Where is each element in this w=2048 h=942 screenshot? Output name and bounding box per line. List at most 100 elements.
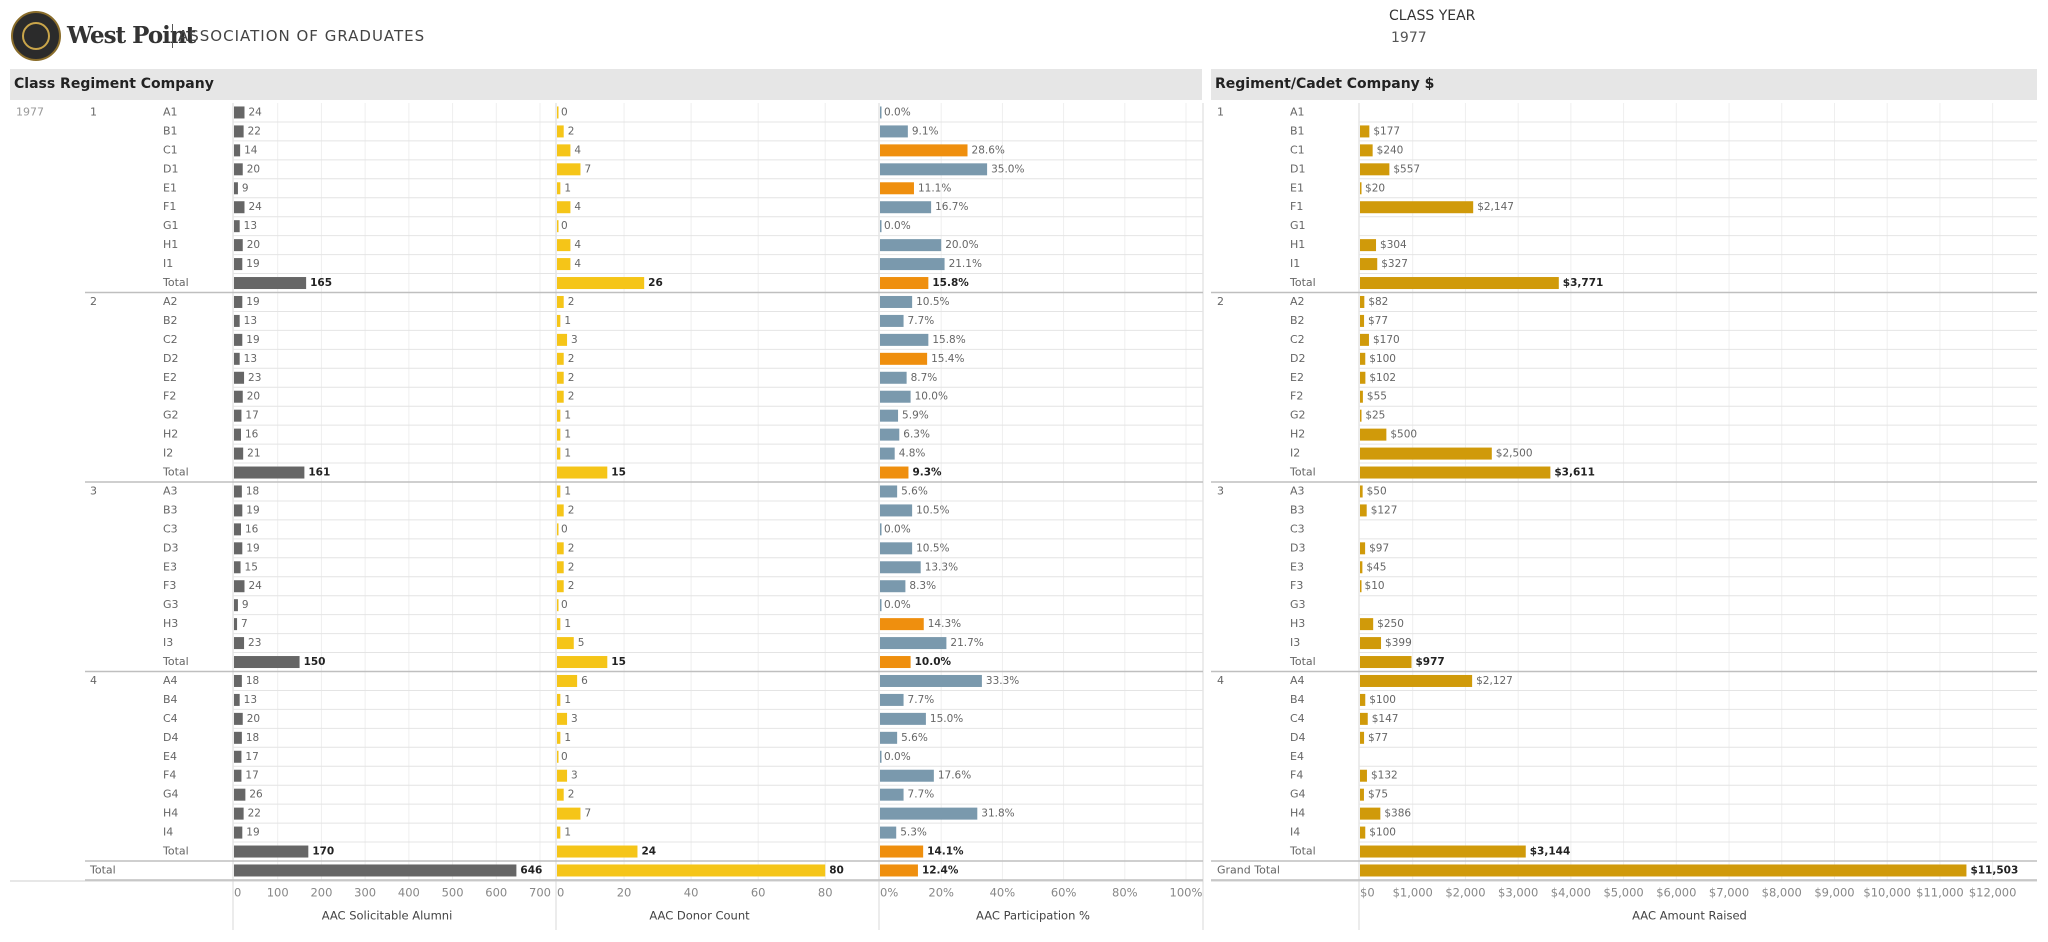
solicitable-label: 17 (245, 770, 258, 782)
company-label: F3 (163, 579, 176, 592)
solicitable-bar (234, 258, 243, 271)
solicitable-label: 15 (245, 561, 258, 573)
donor-tick-label: 40 (684, 886, 699, 900)
donor-bar (557, 637, 574, 650)
amount-bar (1360, 674, 1473, 687)
solicitable-bar (234, 314, 240, 327)
company-label: D3 (163, 541, 178, 554)
participation-label: 5.6% (901, 485, 928, 497)
amount-bar (1360, 428, 1387, 441)
donor-label: 0 (561, 751, 568, 763)
company-label: A3 (1290, 484, 1305, 497)
solicitable-label: 165 (310, 277, 332, 289)
participation-bar (880, 618, 924, 631)
participation-label: 13.3% (925, 561, 958, 573)
solicitable-bar (234, 485, 242, 498)
participation-label: 15.8% (932, 334, 965, 346)
regiment-label: 1 (90, 105, 97, 118)
amount-bar (1360, 239, 1377, 252)
company-label: C2 (1290, 333, 1305, 346)
company-label: B2 (1290, 314, 1305, 327)
company-label: B4 (163, 693, 178, 706)
donor-label: 0 (561, 523, 568, 535)
amount-bar (1360, 864, 1967, 877)
donor-bar (557, 466, 608, 479)
participation-bar (880, 580, 906, 593)
donor-bar (557, 485, 561, 498)
amount-bar (1360, 352, 1366, 365)
regiment-label: 3 (1217, 484, 1224, 497)
company-label: D4 (1290, 731, 1305, 744)
amount-label: $170 (1373, 334, 1400, 346)
amount-tick-label: $1,000 (1393, 886, 1433, 900)
donor-bar (557, 712, 568, 725)
solicitable-bar (234, 201, 245, 214)
amount-bar (1360, 542, 1366, 555)
solicitable-label: 20 (247, 713, 260, 725)
company-label: A1 (163, 105, 178, 118)
participation-label: 5.6% (901, 732, 928, 744)
company-label: A3 (163, 484, 178, 497)
logo-title: West Point (67, 22, 196, 49)
participation-bar (880, 409, 899, 422)
amount-label: $132 (1371, 770, 1398, 782)
company-label: C4 (1290, 712, 1305, 725)
donor-label: 15 (611, 467, 626, 479)
solicitable-label: 19 (246, 827, 259, 839)
donor-bar (557, 750, 559, 763)
logo-subtitle: ASSOCIATION OF GRADUATES (178, 27, 426, 45)
participation-label: 11.1% (918, 182, 951, 194)
page-header: West Point ASSOCIATION OF GRADUATES CLAS… (0, 0, 2048, 68)
company-label: C1 (163, 143, 178, 156)
participation-bar (880, 314, 904, 327)
participation-bar (880, 504, 913, 517)
amount-label: $100 (1369, 353, 1396, 365)
solicitable-bar (234, 428, 241, 441)
participation-tick-label: 20% (928, 886, 954, 900)
solicitable-label: 14 (244, 144, 258, 156)
solicitable-bar (234, 712, 243, 725)
participation-label: 28.6% (972, 144, 1005, 156)
donor-tick-label: 0 (557, 886, 564, 900)
company-label: B1 (1290, 124, 1305, 137)
participation-bar (880, 561, 921, 574)
participation-bar (880, 599, 882, 612)
class-year-filter-value[interactable]: 1977 (1391, 30, 1427, 46)
company-label: H4 (163, 807, 178, 820)
amount-tick-label: $5,000 (1603, 886, 1643, 900)
solicitable-label: 646 (520, 864, 542, 876)
donor-label: 26 (648, 277, 663, 289)
amount-bar (1360, 485, 1363, 498)
company-label: A4 (163, 674, 178, 687)
amount-tick-label: $9,000 (1814, 886, 1854, 900)
participation-label: 7.7% (908, 315, 935, 327)
solicitable-bar (234, 788, 246, 801)
company-label: E1 (163, 181, 177, 194)
solicitable-bar (234, 295, 243, 308)
amount-label: $10 (1365, 580, 1385, 592)
solicitable-tick-label: 400 (398, 886, 420, 900)
participation-label: 8.3% (909, 580, 936, 592)
donor-bar (557, 144, 571, 157)
amount-label: $127 (1371, 504, 1398, 516)
amount-tick-label: $10,000 (1863, 886, 1911, 900)
company-label: D3 (1290, 541, 1305, 554)
donor-tick-label: 80 (818, 886, 833, 900)
solicitable-bar (234, 447, 244, 460)
amount-bar (1360, 447, 1492, 460)
amount-label: $2,500 (1496, 448, 1533, 460)
participation-label: 7.7% (908, 789, 935, 801)
company-label: H1 (163, 238, 178, 251)
company-label: G2 (163, 409, 179, 422)
solicitable-label: 20 (247, 391, 260, 403)
donor-label: 1 (564, 315, 571, 327)
amount-bar (1360, 125, 1370, 138)
donor-bar (557, 826, 561, 839)
amount-label: $45 (1366, 561, 1386, 573)
company-label: B3 (163, 503, 178, 516)
donor-tick-label: 60 (751, 886, 766, 900)
amount-label: $3,611 (1554, 467, 1595, 479)
company-label: I3 (1290, 636, 1300, 649)
donor-bar (557, 182, 561, 195)
participation-bar (880, 125, 908, 138)
